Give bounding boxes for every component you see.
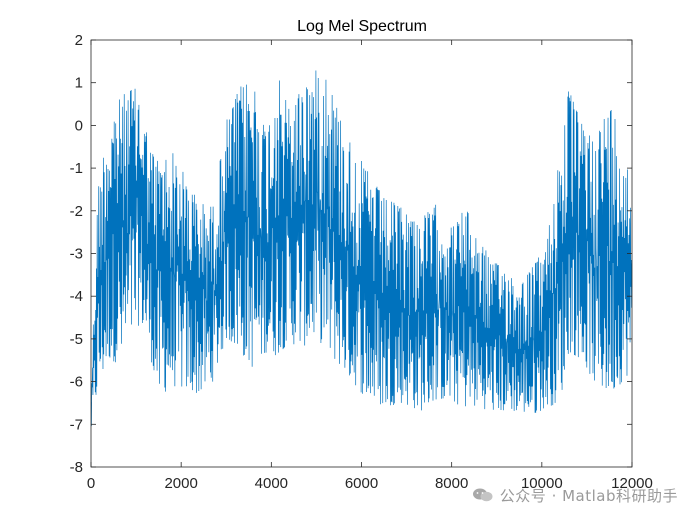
chart-title: Log Mel Spectrum	[297, 18, 427, 35]
y-tick-label: -3	[70, 246, 83, 263]
x-tick-label: 6000	[345, 475, 378, 492]
y-tick-label: -2	[70, 203, 83, 220]
y-tick-label: -4	[70, 288, 83, 305]
x-tick-label: 4000	[255, 475, 288, 492]
x-tick-label: 12000	[611, 475, 653, 492]
x-tick-label: 2000	[164, 475, 197, 492]
series-line-0	[91, 70, 632, 427]
plot-area	[91, 70, 632, 427]
y-tick-label: -8	[70, 459, 83, 476]
y-tick-label: 0	[75, 117, 83, 134]
y-tick-label: 1	[75, 75, 83, 92]
watermark-text: 公众号 · Matlab科研助手	[499, 486, 678, 505]
axes: 0 2000 4000 6000 8000 10000 12000 -8 -7 -6 -5 -4 -3 -…	[70, 32, 653, 492]
watermark: 公众号 · Matlab科研助手	[472, 484, 678, 506]
x-tick-label: 8000	[435, 475, 468, 492]
y-tick-label: -7	[70, 416, 83, 433]
x-tick-label: 0	[87, 475, 95, 492]
wechat-icon	[472, 488, 493, 502]
y-tick-label: -6	[70, 374, 83, 391]
x-tick-label: 10000	[521, 475, 563, 492]
y-tick-label: 2	[75, 32, 83, 49]
y-tick-label: -5	[70, 331, 83, 348]
y-tick-label: -1	[70, 160, 83, 177]
